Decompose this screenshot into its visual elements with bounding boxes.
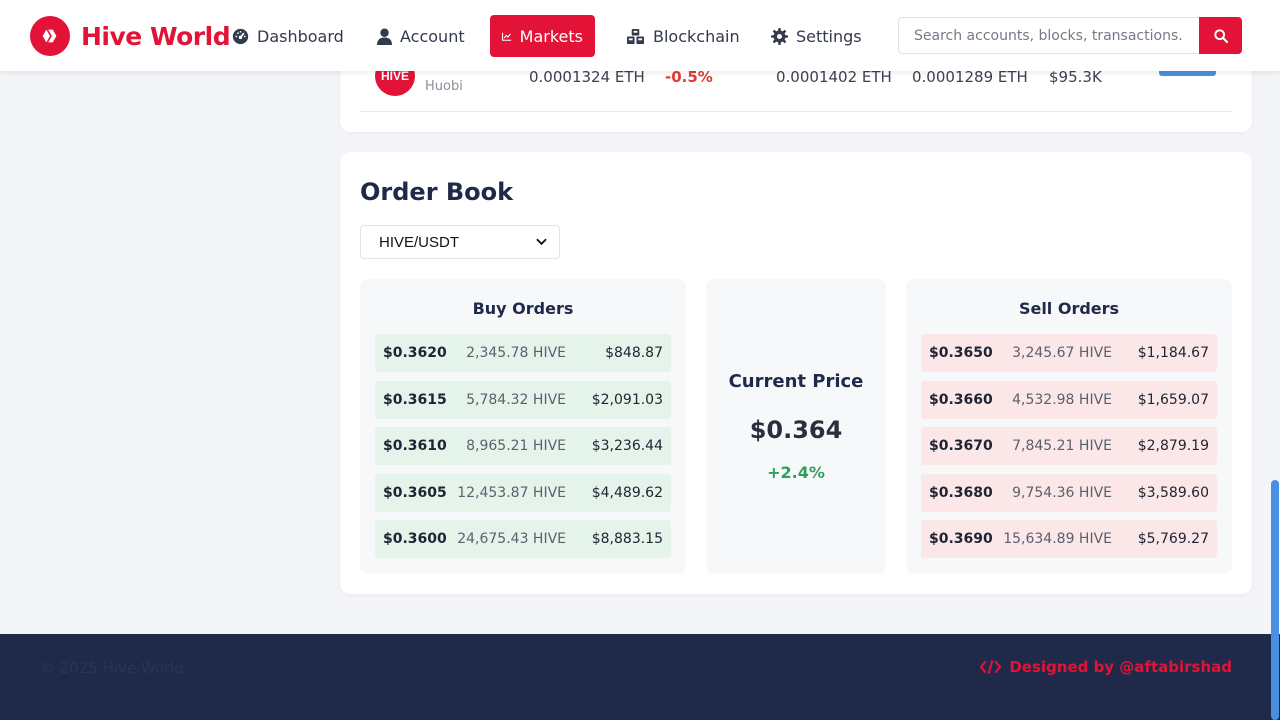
order-price: $0.3620 — [383, 345, 447, 361]
sell-orders-title: Sell Orders — [1018, 299, 1120, 318]
current-price-label: Current Price — [728, 371, 864, 392]
order-amount: 5,784.32 HIVE — [466, 392, 566, 408]
exchange-row: HIVE Huobi 0.0001324 ETH -0.5% 0.0001402… — [360, 52, 1232, 112]
order-total: $3,589.60 — [1137, 485, 1209, 501]
code-icon — [980, 660, 1002, 674]
order-total: $1,659.07 — [1137, 392, 1209, 408]
current-price-change: +2.4% — [767, 463, 825, 482]
buy-orders-title: Buy Orders — [472, 299, 574, 318]
page-scrollbar-thumb[interactable] — [1271, 480, 1279, 720]
sell-order-row[interactable]: $0.3670 7,845.21 HIVE $2,879.19 — [921, 427, 1217, 465]
buy-order-row[interactable]: $0.3605 12,453.87 HIVE $4,489.62 — [375, 474, 671, 512]
hive-logo-icon — [30, 16, 70, 56]
designed-by-link[interactable]: Designed by @aftabirshad — [980, 658, 1232, 676]
sell-order-row[interactable]: $0.3660 4,532.98 HIVE $1,659.07 — [921, 381, 1217, 419]
order-amount: 8,965.21 HIVE — [466, 438, 566, 454]
gear-icon — [771, 27, 788, 45]
exchange-change: -0.5% — [665, 68, 713, 86]
order-total: $8,883.15 — [591, 531, 663, 547]
order-price: $0.3600 — [383, 531, 447, 547]
nav-settings-label: Settings — [796, 26, 862, 46]
nav-settings[interactable]: Settings — [759, 15, 874, 57]
nav-dashboard-label: Dashboard — [257, 26, 344, 46]
pair-select[interactable]: HIVE/USDT — [360, 225, 560, 259]
chart-line-icon — [502, 32, 512, 41]
order-price: $0.3690 — [929, 531, 993, 547]
user-icon — [377, 28, 392, 45]
current-price-panel: Current Price $0.364 +2.4% — [706, 279, 886, 574]
order-total: $848.87 — [605, 345, 663, 361]
sell-orders-panel: Sell Orders $0.3650 3,245.67 HIVE $1,184… — [906, 279, 1232, 574]
exchange-volume: $95.3K — [1049, 68, 1102, 86]
search-bar — [898, 17, 1242, 54]
order-amount: 2,345.78 HIVE — [466, 345, 566, 361]
buy-order-row[interactable]: $0.3610 8,965.21 HIVE $3,236.44 — [375, 427, 671, 465]
sell-order-row[interactable]: $0.3690 15,634.89 HIVE $5,769.27 — [921, 520, 1217, 558]
order-total: $2,091.03 — [591, 392, 663, 408]
order-amount: 4,532.98 HIVE — [1012, 392, 1112, 408]
sell-order-row[interactable]: $0.3650 3,245.67 HIVE $1,184.67 — [921, 334, 1217, 372]
nav-account-label: Account — [400, 26, 465, 46]
order-total: $3,236.44 — [591, 438, 663, 454]
exchange-name: Huobi — [425, 79, 463, 94]
order-book-title: Order Book — [360, 178, 514, 206]
order-book-card: Order Book HIVE/USDT Buy Orders $0.3620 … — [340, 152, 1252, 594]
order-price: $0.3650 — [929, 345, 993, 361]
search-button[interactable] — [1199, 17, 1242, 54]
order-amount: 9,754.36 HIVE — [1012, 485, 1112, 501]
chevron-down-icon — [536, 238, 547, 246]
brand-name: Hive World — [81, 21, 231, 51]
nav-markets[interactable]: Markets — [490, 15, 595, 57]
order-price: $0.3610 — [383, 438, 447, 454]
order-amount: 15,634.89 HIVE — [1003, 531, 1112, 547]
nav-account[interactable]: Account — [365, 15, 477, 57]
order-price: $0.3680 — [929, 485, 993, 501]
search-icon — [1213, 28, 1228, 43]
order-total: $2,879.19 — [1137, 438, 1209, 454]
buy-order-row[interactable]: $0.3615 5,784.32 HIVE $2,091.03 — [375, 381, 671, 419]
sell-order-row[interactable]: $0.3680 9,754.36 HIVE $3,589.60 — [921, 474, 1217, 512]
exchange-low: 0.0001289 ETH — [912, 68, 1028, 86]
pair-select-value: HIVE/USDT — [379, 233, 460, 251]
brand-link[interactable]: Hive World — [30, 16, 231, 56]
cubes-icon — [627, 28, 644, 44]
nav-blockchain[interactable]: Blockchain — [614, 15, 752, 57]
buy-orders-panel: Buy Orders $0.3620 2,345.78 HIVE $848.87… — [360, 279, 686, 574]
order-amount: 3,245.67 HIVE — [1012, 345, 1112, 361]
order-total: $1,184.67 — [1137, 345, 1209, 361]
order-amount: 12,453.87 HIVE — [457, 485, 566, 501]
order-amount: 24,675.43 HIVE — [457, 531, 566, 547]
nav-blockchain-label: Blockchain — [653, 26, 740, 46]
order-price: $0.3670 — [929, 438, 993, 454]
order-total: $5,769.27 — [1137, 531, 1209, 547]
order-amount: 7,845.21 HIVE — [1012, 438, 1112, 454]
order-total: $4,489.62 — [591, 485, 663, 501]
order-price: $0.3660 — [929, 392, 993, 408]
exchange-price: 0.0001324 ETH — [529, 68, 645, 86]
buy-order-row[interactable]: $0.3600 24,675.43 HIVE $8,883.15 — [375, 520, 671, 558]
search-input[interactable] — [898, 17, 1199, 54]
order-price: $0.3605 — [383, 485, 447, 501]
page-footer: © 2025 Hive World Designed by @aftabirsh… — [0, 634, 1280, 720]
designed-by-text: Designed by @aftabirshad — [1009, 658, 1232, 676]
nav-markets-label: Markets — [519, 26, 583, 46]
gauge-icon — [232, 28, 249, 44]
exchange-high: 0.0001402 ETH — [776, 68, 892, 86]
nav-dashboard[interactable]: Dashboard — [220, 15, 356, 57]
buy-order-row[interactable]: $0.3620 2,345.78 HIVE $848.87 — [375, 334, 671, 372]
top-navbar: Hive World Dashboard Account Markets — [0, 0, 1280, 71]
order-price: $0.3615 — [383, 392, 447, 408]
current-price-value: $0.364 — [749, 416, 843, 444]
footer-copyright: © 2025 Hive World — [40, 659, 185, 677]
